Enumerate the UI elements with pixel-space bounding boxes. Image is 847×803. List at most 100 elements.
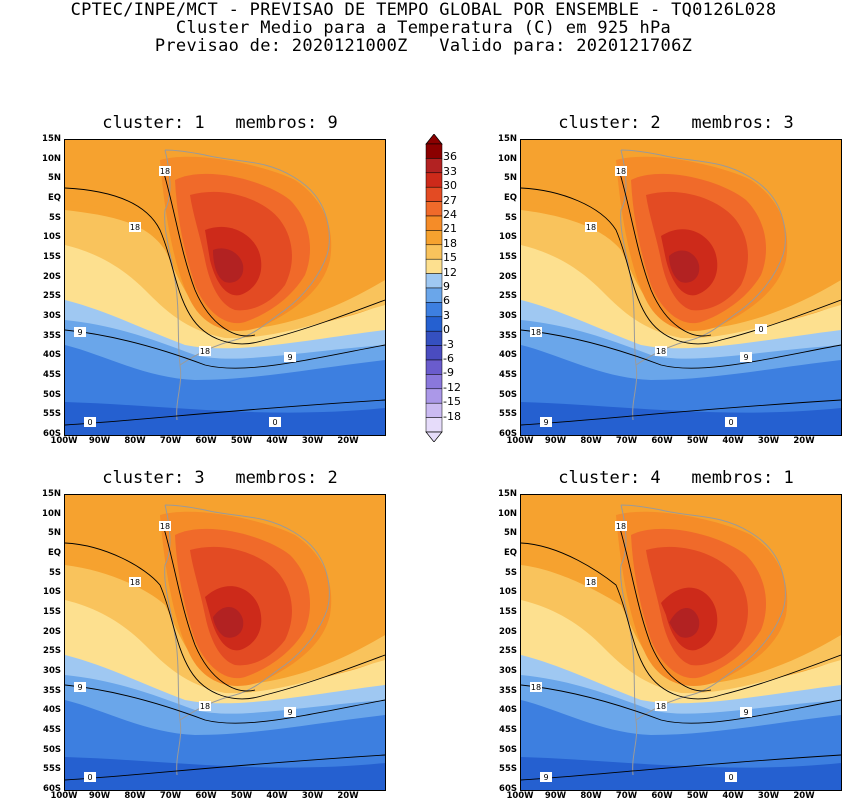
lon-tick-label: 80W xyxy=(124,436,146,446)
colorbar-segment xyxy=(425,345,443,361)
contour-line xyxy=(65,684,385,724)
temperature-band xyxy=(65,240,385,349)
lat-tick-label: 35S xyxy=(499,330,517,341)
colorbar-segment xyxy=(425,374,443,390)
lat-tick-label: 5N xyxy=(503,528,517,539)
colorbar-level-label: 3 xyxy=(443,308,450,322)
svg-text:9: 9 xyxy=(743,353,748,362)
lon-tick-label: 70W xyxy=(615,436,638,446)
contour-label: 0 xyxy=(725,772,737,782)
panel-title: cluster: 2 membros: 3 xyxy=(558,113,794,133)
lon-tick-label: 30W xyxy=(301,436,324,446)
panel-title: cluster: 4 membros: 1 xyxy=(558,468,794,488)
panel-title: cluster: 3 membros: 2 xyxy=(102,468,338,488)
lat-tick-label: EQ xyxy=(47,548,61,558)
colorbar-level-label: 15 xyxy=(443,251,457,265)
lat-tick-label: 5N xyxy=(47,528,61,539)
svg-text:0: 0 xyxy=(728,773,733,782)
lat-tick-label: 15N xyxy=(498,134,517,144)
lat-tick-label: 10N xyxy=(42,508,61,519)
contour-label: 18 xyxy=(199,701,211,711)
temperature-band xyxy=(65,210,385,339)
contour-label: 18 xyxy=(159,521,171,531)
colorbar-level-label: 30 xyxy=(443,179,457,193)
contour-label: 9 xyxy=(540,772,552,782)
contour-line xyxy=(65,187,385,345)
temperature-band xyxy=(213,248,244,283)
contour-line xyxy=(65,754,385,781)
lat-tick-label: 20S xyxy=(499,626,517,637)
svg-text:18: 18 xyxy=(130,223,140,232)
colorbar-segment xyxy=(425,388,443,404)
temperature-map: 18 18 18 18 9 9 0 0 xyxy=(520,139,842,436)
lat-tick-label: 45S xyxy=(499,370,517,380)
lat-tick-label: 5S xyxy=(48,212,61,223)
colorbar-segment xyxy=(425,302,443,318)
svg-text:18: 18 xyxy=(200,347,210,356)
coastline xyxy=(164,504,330,776)
lon-tick-label: 40W xyxy=(266,791,288,801)
svg-text:9: 9 xyxy=(287,708,292,717)
colorbar-segment xyxy=(425,158,443,174)
colorbar-segment xyxy=(425,273,443,289)
lat-tick-label: 20S xyxy=(499,271,517,282)
colorbar-segment xyxy=(425,359,443,375)
colorbar-level-label: 9 xyxy=(443,280,450,293)
lat-tick-label: 15S xyxy=(499,252,517,262)
svg-text:18: 18 xyxy=(656,347,666,356)
lat-tick-label: 10N xyxy=(498,508,517,519)
lat-tick-label: 60S xyxy=(43,784,61,794)
svg-text:18: 18 xyxy=(160,522,170,531)
colorbar-level-label: 33 xyxy=(443,164,457,178)
lat-tick-label: 40S xyxy=(43,705,61,716)
lat-tick-label: 60S xyxy=(499,429,517,439)
temperature-field: 18 18 18 9 9 0 xyxy=(65,495,385,790)
colorbar-segment xyxy=(425,172,443,188)
lat-tick-label: 15N xyxy=(42,489,61,499)
contour-line xyxy=(618,524,712,692)
contour-line xyxy=(521,399,841,426)
svg-text:18: 18 xyxy=(586,223,596,232)
svg-text:18: 18 xyxy=(586,578,596,587)
lat-tick-label: 40S xyxy=(499,705,517,716)
colorbar-level-label: -12 xyxy=(443,380,461,394)
lon-tick-label: 90W xyxy=(544,791,567,801)
lon-tick-label: 70W xyxy=(159,791,182,801)
lon-tick-label: 90W xyxy=(88,791,111,801)
temperature-band xyxy=(521,595,841,704)
lat-tick-label: 55S xyxy=(499,764,517,775)
colorbar-level-label: -3 xyxy=(443,337,454,351)
lon-tick-label: 30W xyxy=(301,791,324,801)
lon-tick-label: 70W xyxy=(615,791,638,801)
lon-tick-label: 80W xyxy=(580,436,602,446)
lon-tick-label: 50W xyxy=(230,436,253,446)
contour-label: 18 xyxy=(530,682,542,692)
svg-text:9: 9 xyxy=(77,683,82,692)
colorbar-segment xyxy=(425,330,443,346)
lat-tick-label: 5N xyxy=(47,173,61,184)
coastline xyxy=(620,149,786,421)
lat-tick-label: 25S xyxy=(43,291,61,302)
contour-label: 9 xyxy=(740,707,752,717)
temperature-field: 18 18 18 9 9 0 0 xyxy=(65,140,385,435)
lon-tick-label: 50W xyxy=(686,436,709,446)
colorbar-level-label: -6 xyxy=(443,352,454,365)
lon-tick-label: 40W xyxy=(722,791,744,801)
colorbar-level-label: 12 xyxy=(443,265,457,279)
contour-label: 9 xyxy=(540,417,552,427)
lat-tick-label: 5S xyxy=(504,567,517,578)
lat-tick-label: 45S xyxy=(499,725,517,735)
lat-tick-label: 20S xyxy=(43,271,61,282)
temperature-band xyxy=(521,645,841,714)
lat-tick-label: EQ xyxy=(503,548,517,558)
lat-tick-label: 10N xyxy=(498,153,517,164)
lon-tick-label: 80W xyxy=(124,791,146,801)
lon-tick-label: 20W xyxy=(793,436,815,446)
lat-tick-label: 15S xyxy=(43,607,61,617)
lon-tick-label: 50W xyxy=(230,791,253,801)
lat-tick-label: 40S xyxy=(499,350,517,361)
lon-tick-label: 90W xyxy=(544,436,567,446)
colorbar-bottom-arrow xyxy=(425,431,443,442)
chart-title-line-2: Cluster Medio para a Temperatura (C) em … xyxy=(175,18,672,38)
temperature-band xyxy=(521,565,841,694)
